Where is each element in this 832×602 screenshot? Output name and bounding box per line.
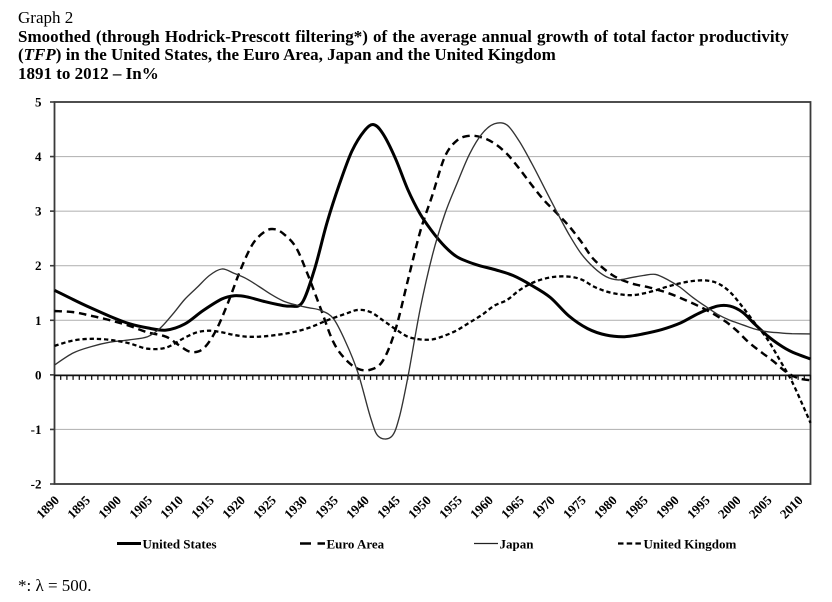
svg-text:2005: 2005 — [746, 492, 775, 521]
svg-text:2000: 2000 — [715, 493, 744, 522]
svg-text:1945: 1945 — [374, 492, 403, 521]
svg-text:1905: 1905 — [126, 492, 155, 521]
svg-text:1920: 1920 — [219, 493, 248, 522]
svg-text:-2: -2 — [31, 477, 42, 492]
svg-text:1955: 1955 — [436, 492, 465, 521]
svg-text:1950: 1950 — [405, 493, 434, 522]
svg-text:1890: 1890 — [33, 493, 62, 522]
svg-text:1980: 1980 — [591, 493, 620, 522]
svg-text:Euro Area: Euro Area — [327, 536, 385, 551]
svg-text:1925: 1925 — [250, 492, 279, 521]
svg-text:1910: 1910 — [157, 493, 186, 522]
svg-text:1935: 1935 — [312, 492, 341, 521]
svg-text:1990: 1990 — [653, 493, 682, 522]
svg-text:0: 0 — [35, 367, 42, 382]
svg-text:1985: 1985 — [622, 492, 651, 521]
svg-text:5: 5 — [35, 95, 42, 110]
svg-text:-1: -1 — [31, 422, 42, 437]
svg-text:2: 2 — [35, 258, 42, 273]
svg-text:3: 3 — [35, 204, 42, 219]
svg-text:1970: 1970 — [529, 493, 558, 522]
svg-text:1960: 1960 — [467, 493, 496, 522]
svg-text:2010: 2010 — [777, 493, 806, 522]
svg-text:1965: 1965 — [498, 492, 527, 521]
svg-text:1995: 1995 — [684, 492, 713, 521]
svg-text:1915: 1915 — [188, 492, 217, 521]
svg-text:4: 4 — [35, 149, 42, 164]
svg-text:1895: 1895 — [64, 492, 93, 521]
svg-text:Japan: Japan — [500, 536, 535, 551]
svg-text:1940: 1940 — [343, 493, 372, 522]
svg-text:1900: 1900 — [95, 493, 124, 522]
svg-text:United States: United States — [143, 536, 217, 551]
svg-text:United Kingdom: United Kingdom — [644, 536, 737, 551]
svg-text:1930: 1930 — [281, 493, 310, 522]
svg-text:1: 1 — [35, 313, 42, 328]
svg-text:1975: 1975 — [560, 492, 589, 521]
